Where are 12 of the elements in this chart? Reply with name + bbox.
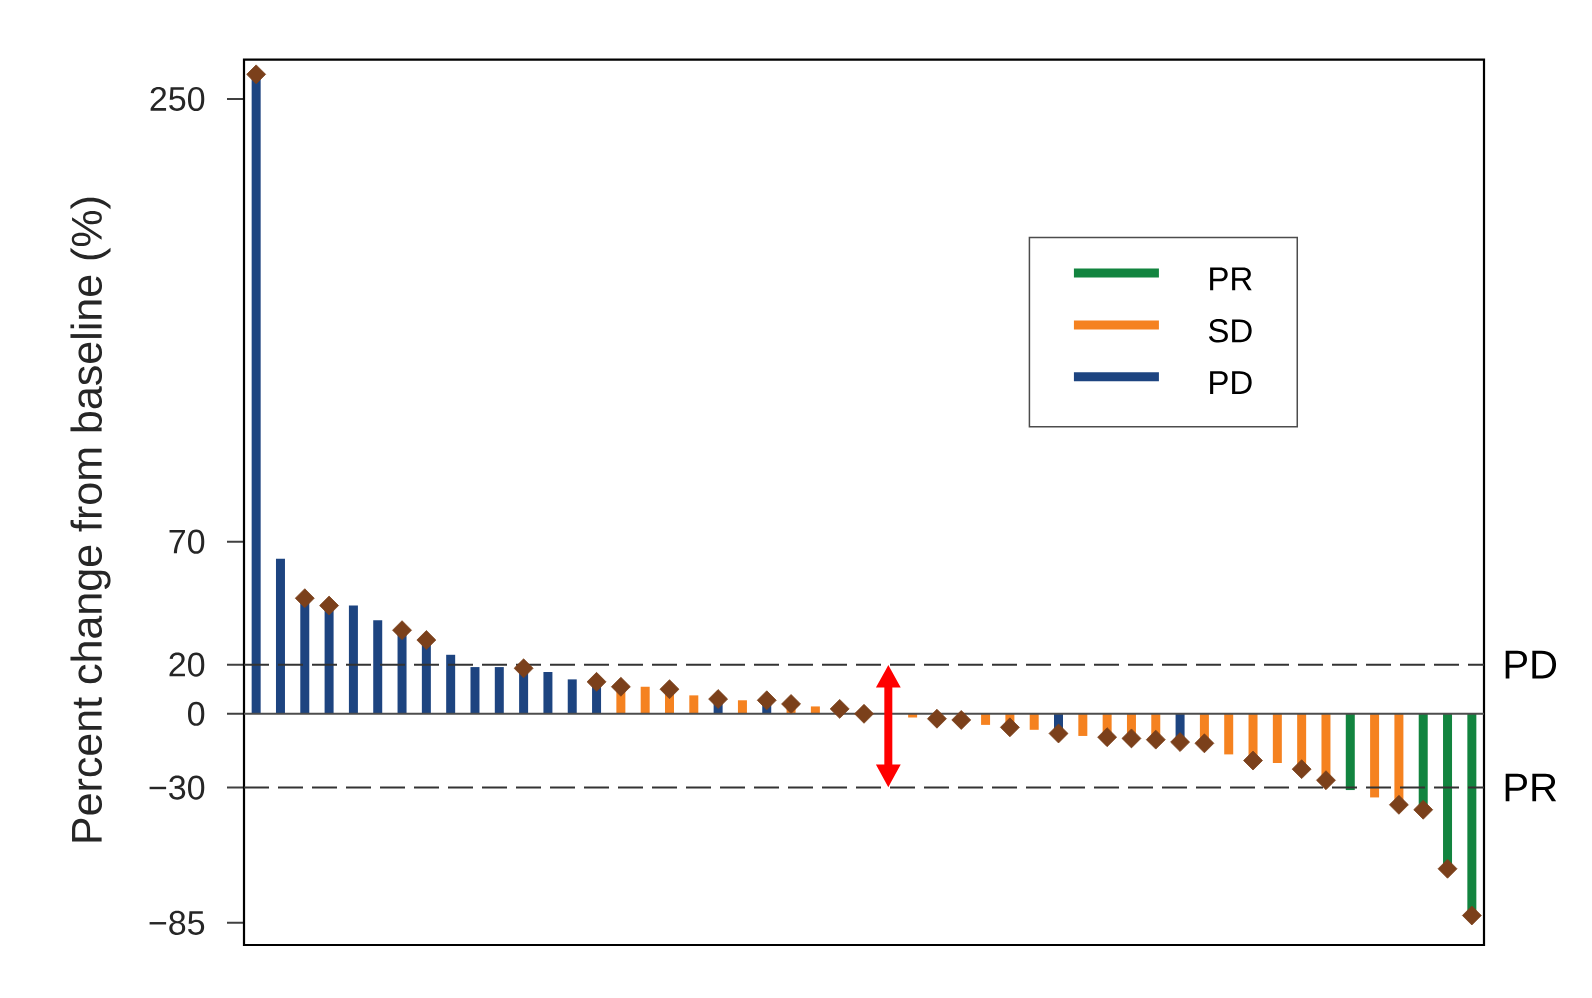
ref-line-label: PR bbox=[1505, 773, 1557, 802]
y-tick-label: 250 bbox=[150, 86, 205, 111]
ref-line-label: PD bbox=[1505, 650, 1557, 679]
legend-label: PD bbox=[1210, 371, 1252, 394]
y-tick-label: 20 bbox=[169, 652, 205, 677]
y-tick-label: −85 bbox=[149, 910, 205, 935]
y-tick-label: 70 bbox=[169, 529, 205, 554]
legend-label: SD bbox=[1208, 319, 1252, 343]
y-tick-label: 0 bbox=[188, 701, 205, 726]
y-tick-label: −30 bbox=[149, 775, 205, 800]
legend-label: PR bbox=[1210, 267, 1252, 291]
y-axis-title: Percent change from baseline (%) bbox=[70, 197, 111, 842]
